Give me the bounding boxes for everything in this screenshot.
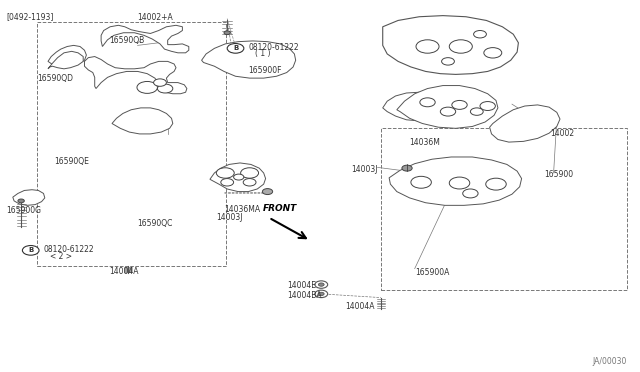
Text: 16590QE: 16590QE [54,157,89,166]
Circle shape [402,165,412,171]
Text: 165900F: 165900F [248,66,282,75]
Bar [381,128,627,290]
Circle shape [224,31,230,35]
Circle shape [319,292,324,295]
Polygon shape [13,190,45,205]
Polygon shape [490,105,560,142]
Text: 16590QB: 16590QB [109,36,144,45]
Circle shape [157,84,173,93]
Polygon shape [48,45,86,67]
Circle shape [486,178,506,190]
Polygon shape [48,51,83,69]
Bar [37,22,226,266]
Text: 16590QC: 16590QC [138,219,173,228]
Text: 14004A: 14004A [109,267,138,276]
Polygon shape [112,108,173,134]
Text: 165900: 165900 [544,170,573,179]
Polygon shape [202,41,296,78]
Text: JA/00030: JA/00030 [593,357,627,366]
Circle shape [137,81,157,93]
Text: ( 1 ): ( 1 ) [255,49,270,58]
Circle shape [234,174,244,180]
Polygon shape [383,92,447,121]
Text: 14002+A: 14002+A [138,13,173,22]
Circle shape [416,40,439,53]
Circle shape [463,189,478,198]
Circle shape [449,40,472,53]
Text: 14003J: 14003J [351,165,377,174]
Text: 08120-61222: 08120-61222 [44,245,94,254]
Polygon shape [84,57,187,94]
Text: 14004BA: 14004BA [287,291,321,300]
Text: [0492-1193]: [0492-1193] [6,12,54,21]
Text: 16590QD: 16590QD [37,74,73,83]
Text: 165900A: 165900A [415,268,449,277]
Circle shape [420,98,435,107]
Polygon shape [383,16,518,74]
Text: 14036MA: 14036MA [224,205,260,214]
Circle shape [22,246,39,255]
Text: 14004E: 14004E [287,281,316,290]
Circle shape [411,176,431,188]
Text: 14004A: 14004A [346,302,375,311]
Circle shape [18,199,24,203]
Circle shape [470,108,483,115]
Circle shape [243,179,256,186]
Circle shape [227,44,244,53]
Text: B: B [28,247,33,253]
Text: FRONT: FRONT [262,204,297,213]
Circle shape [315,290,328,298]
Text: < 2 >: < 2 > [50,252,72,261]
Text: 14036M: 14036M [410,138,440,147]
Circle shape [442,58,454,65]
Circle shape [221,179,234,186]
Polygon shape [210,163,266,192]
Circle shape [262,189,273,195]
Circle shape [474,31,486,38]
Circle shape [216,168,234,178]
Text: B: B [233,45,238,51]
Polygon shape [389,157,522,205]
Circle shape [480,102,495,110]
Text: 08120-61222: 08120-61222 [248,43,299,52]
Circle shape [319,283,324,286]
Polygon shape [397,86,498,128]
Text: 14002: 14002 [550,129,575,138]
Circle shape [440,107,456,116]
Text: 14003J: 14003J [216,213,243,222]
Circle shape [452,100,467,109]
Circle shape [154,79,166,86]
Circle shape [241,168,259,178]
Text: 165900G: 165900G [6,206,42,215]
Circle shape [484,48,502,58]
Circle shape [315,281,328,288]
Polygon shape [101,25,189,53]
Circle shape [449,177,470,189]
